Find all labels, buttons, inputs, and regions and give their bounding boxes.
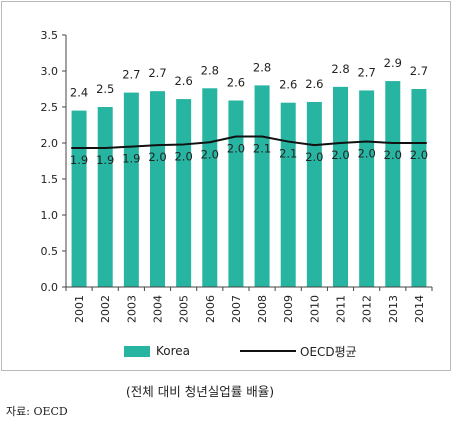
bar-data-label: 2.7 (410, 64, 428, 78)
bar-data-label: 2.4 (70, 86, 88, 100)
x-tick-label: 2006 (204, 295, 217, 323)
chart-caption: (전체 대비 청년실업률 배율) (125, 384, 275, 399)
bar-data-label: 2.7 (357, 65, 375, 79)
x-tick-label: 2009 (282, 295, 295, 323)
bar (306, 101, 322, 288)
line-point (182, 143, 185, 146)
line-point (104, 147, 107, 149)
line-point (365, 140, 368, 143)
bar-data-label: 2.6 (174, 74, 192, 88)
bar-series-korea (71, 81, 427, 288)
bar (411, 89, 427, 287)
line-data-label: 2.0 (384, 148, 402, 162)
bar-data-label: 2.8 (201, 63, 219, 77)
line-data-label: 2.1 (279, 147, 297, 161)
x-tick-label: 2001 (73, 295, 86, 323)
bar-data-label: 2.8 (331, 62, 349, 76)
line-data-label: 2.0 (148, 150, 166, 164)
legend-label-korea: Korea (156, 344, 191, 358)
legend-item-korea: Korea (124, 341, 190, 361)
line-data-label: 2.0 (227, 142, 245, 156)
bar-data-label: 2.6 (279, 78, 297, 92)
y-tick-label: 2.0 (41, 137, 59, 150)
line-point (78, 147, 80, 149)
line-point (418, 142, 420, 144)
y-tick-label: 3.5 (41, 29, 59, 42)
legend-item-oecd: OECD평균 (240, 341, 357, 361)
source-note: 자료: OECD (6, 405, 68, 418)
y-tick-label: 3.0 (41, 65, 59, 78)
bar (123, 92, 139, 287)
line-data-label: 2.0 (305, 150, 323, 164)
bar (176, 99, 192, 287)
x-tick-label: 2011 (335, 295, 348, 323)
line-data-labels: 1.9 1.9 1.9 2.0 2.0 2.0 2.0 2.1 2.1 2.0 2.0 2.0 2.0 2… (70, 142, 428, 168)
bar (150, 91, 165, 287)
x-tick-label: 2003 (125, 295, 138, 323)
line-data-label: 1.9 (122, 152, 140, 166)
bar (280, 102, 296, 288)
bar-data-label: 2.7 (122, 68, 140, 82)
bar (202, 88, 218, 287)
line-series-oecd (71, 135, 427, 150)
bar (97, 107, 113, 287)
bar (385, 81, 401, 287)
bar (228, 100, 244, 288)
line-point (156, 144, 159, 146)
legend-label-oecd: OECD평균 (300, 344, 357, 359)
x-tick-label: 2005 (178, 295, 191, 323)
line-data-label: 2.1 (253, 142, 271, 156)
bar (254, 85, 270, 288)
bar-data-label: 2.6 (227, 76, 245, 90)
line-point (339, 142, 342, 144)
x-axis: 2001 2002 2003 2004 2005 2006 2007 2008 2009 2010… (65, 286, 433, 323)
legend-line-oecd (240, 350, 296, 352)
x-tick-label: 2013 (387, 295, 400, 323)
y-tick-label: 0.5 (41, 245, 59, 258)
y-tick-label: 1.5 (41, 173, 59, 186)
x-tick-label: 2007 (230, 295, 243, 323)
line-point (313, 144, 316, 146)
line-point (287, 140, 290, 143)
x-tick-label: 2014 (413, 295, 426, 323)
line-point (130, 145, 133, 148)
line-data-label: 2.0 (357, 147, 375, 161)
line-data-label: 2.0 (201, 147, 219, 161)
oecd-line (71, 135, 427, 150)
line-point (208, 141, 211, 144)
x-tick-label: 2008 (256, 295, 269, 323)
y-axis: 0.0 0.5 1.0 1.5 2.0 2.5 3.0 3.5 (41, 29, 67, 294)
y-tick-label: 2.5 (41, 101, 59, 114)
y-tick-label: 1.0 (41, 209, 59, 222)
bar (71, 110, 87, 287)
bar-data-label: 2.7 (148, 66, 166, 80)
bar-data-labels: 2.4 2.5 2.7 2.7 2.6 2.8 2.6 2.8 2.6 2.6 2.8 2.7 2.9 2… (70, 56, 428, 100)
bar-data-label: 2.5 (96, 82, 114, 96)
bar-data-label: 2.6 (305, 77, 323, 91)
line-data-label: 1.9 (96, 153, 114, 167)
x-tick-label: 2012 (361, 295, 374, 323)
legend-swatch-korea (124, 345, 150, 357)
x-tick-label: 2004 (152, 295, 165, 323)
line-data-label: 2.0 (331, 148, 349, 162)
line-data-label: 2.0 (410, 148, 428, 162)
legend: Korea OECD평균 (0, 341, 454, 361)
chart-frame (1, 1, 451, 371)
bar (359, 90, 375, 287)
bar (333, 86, 348, 287)
line-data-label: 1.9 (70, 153, 88, 167)
bar-data-label: 2.8 (253, 60, 271, 74)
line-point (261, 135, 263, 138)
x-tick-label: 2002 (99, 295, 112, 323)
bar-data-label: 2.9 (384, 56, 402, 70)
chart: 0.0 0.5 1.0 1.5 2.0 2.5 3.0 3.5 2.4 2.5 2.7 2.7 2.6… (41, 29, 433, 323)
line-data-label: 2.0 (174, 149, 192, 163)
line-point (235, 135, 237, 138)
y-tick-label: 0.0 (41, 281, 59, 294)
line-point (391, 142, 394, 144)
x-tick-label: 2010 (308, 295, 321, 323)
